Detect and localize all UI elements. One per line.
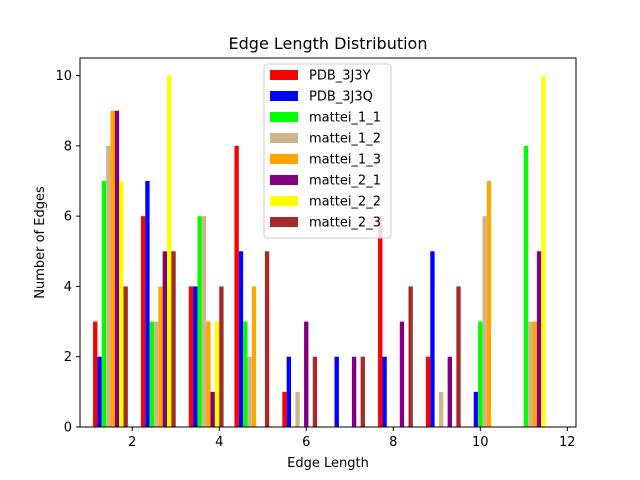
bar-mattei_1_1-3: [243, 321, 248, 427]
x-tick-label: 12: [559, 435, 576, 450]
bar-PDB_3J3Q-8: [473, 391, 479, 427]
bar-mattei_2_1-1: [162, 251, 168, 427]
bar-mattei_2_3-5: [360, 356, 365, 427]
bar-PDB_3J3Q-1: [145, 181, 150, 427]
y-tick-label: 4: [64, 280, 72, 295]
bar-mattei_1_1-2: [197, 216, 202, 427]
legend-swatch: [270, 112, 298, 122]
bar-PDB_3J3Q-7: [430, 251, 435, 427]
legend-swatch: [270, 154, 298, 164]
bar-mattei_1_3-3: [251, 286, 257, 427]
bar-mattei_1_2-1: [153, 321, 159, 427]
bar-mattei_2_1-4: [351, 356, 357, 427]
bar-mattei_2_3-0: [123, 286, 128, 427]
bar-mattei_1_2-3: [247, 356, 252, 427]
bar-mattei_2_1-2: [210, 391, 215, 427]
bar-PDB_3J3Q-6: [382, 356, 387, 427]
y-tick-label: 2: [64, 350, 72, 365]
bar-mattei_2_3-1: [171, 251, 176, 427]
bar-mattei_1_1-1: [149, 321, 154, 427]
x-tick-label: 8: [389, 435, 397, 450]
bar-mattei_1_2-6: [482, 216, 487, 427]
x-tick-label: 10: [472, 435, 489, 450]
bar-PDB_3J3Y-4: [282, 391, 287, 427]
legend-label: mattei_2_3: [309, 216, 381, 231]
bar-mattei_1_3-4: [486, 181, 492, 427]
legend-swatch: [270, 196, 298, 206]
x-tick-label: 4: [215, 435, 223, 450]
legend-label: mattei_2_1: [309, 174, 381, 189]
bar-PDB_3J3Q-4: [286, 356, 292, 427]
bar-mattei_2_3-2: [219, 286, 224, 427]
bar-PDB_3J3Q-0: [97, 356, 102, 427]
x-axis-label: Edge Length: [287, 456, 369, 471]
y-tick-label: 8: [64, 139, 72, 154]
bar-PDB_3J3Q-5: [334, 356, 339, 427]
plot-frame: [79, 57, 577, 428]
y-tick-label: 0: [64, 421, 72, 436]
bar-mattei_1_1-5: [523, 145, 529, 428]
y-tick-label: 10: [55, 69, 72, 84]
bar-PDB_3J3Y-6: [425, 356, 431, 427]
ticks-layer: 2 4 6 8 10 12 0 2 4 6 8 10: [55, 69, 575, 450]
legend-label: mattei_1_2: [309, 132, 381, 147]
legend-label: mattei_1_3: [309, 153, 381, 168]
legend-swatch: [270, 133, 298, 143]
bar-PDB_3J3Y-5: [378, 216, 383, 427]
y-axis-label: Number of Edges: [33, 186, 48, 299]
bar-mattei_2_2-3: [541, 75, 546, 427]
legend-swatch: [270, 175, 298, 185]
bar-mattei_2_1-3: [304, 321, 309, 427]
chart-title: Edge Length Distribution: [229, 34, 428, 53]
bar-mattei_1_3-2: [206, 321, 211, 427]
legend-swatch: [270, 91, 298, 101]
bar-mattei_2_3-3: [264, 251, 270, 427]
bar-mattei_1_2-0: [106, 145, 111, 428]
bars-layer: [93, 75, 546, 428]
legend: PDB_3J3Y PDB_3J3Q mattei_1_1 mattei_1_2matt…: [263, 63, 392, 239]
legend-label: PDB_3J3Q: [309, 90, 373, 105]
legend-frame: [263, 63, 392, 239]
bar-PDB_3J3Y-2: [188, 286, 194, 427]
bar-mattei_1_2-7: [528, 321, 533, 427]
bar-mattei_1_3-5: [532, 321, 537, 427]
bar-mattei_2_3-6: [408, 286, 413, 427]
bar-mattei_2_1-5: [399, 321, 405, 427]
bar-mattei_1_2-4: [295, 391, 300, 427]
legend-label: mattei_2_2: [309, 195, 381, 210]
legend-swatch: [270, 70, 298, 80]
bar-mattei_2_2-0: [119, 181, 124, 427]
bar-mattei_2_3-4: [312, 356, 318, 427]
x-tick-label: 2: [128, 435, 136, 450]
legend-label: PDB_3J3Y: [309, 69, 371, 84]
legend-label: mattei_1_1: [309, 111, 381, 126]
bar-PDB_3J3Y-3: [234, 145, 239, 428]
bar-mattei_2_1-0: [114, 110, 120, 428]
bar-mattei_1_3-0: [110, 110, 115, 428]
bar-mattei_1_2-5: [438, 391, 444, 427]
bar-mattei_2_1-6: [447, 356, 452, 427]
bar-mattei_2_2-1: [167, 75, 172, 427]
legend-swatch: [270, 217, 298, 227]
bar-mattei_2_1-7: [536, 251, 542, 427]
x-tick-label: 6: [302, 435, 310, 450]
bar-mattei_2_3-7: [456, 286, 461, 427]
bar-mattei_1_3-1: [158, 286, 163, 427]
bar-PDB_3J3Q-2: [193, 286, 198, 427]
bar-PDB_3J3Y-0: [93, 321, 98, 427]
bar-mattei_2_2-2: [214, 321, 220, 427]
bar-mattei_1_1-0: [101, 181, 107, 427]
bar-mattei_1_1-4: [478, 321, 483, 427]
bar-PDB_3J3Y-1: [140, 216, 146, 427]
bar-mattei_1_2-2: [201, 216, 207, 427]
y-tick-label: 6: [64, 210, 72, 225]
bar-PDB_3J3Q-3: [238, 251, 244, 427]
